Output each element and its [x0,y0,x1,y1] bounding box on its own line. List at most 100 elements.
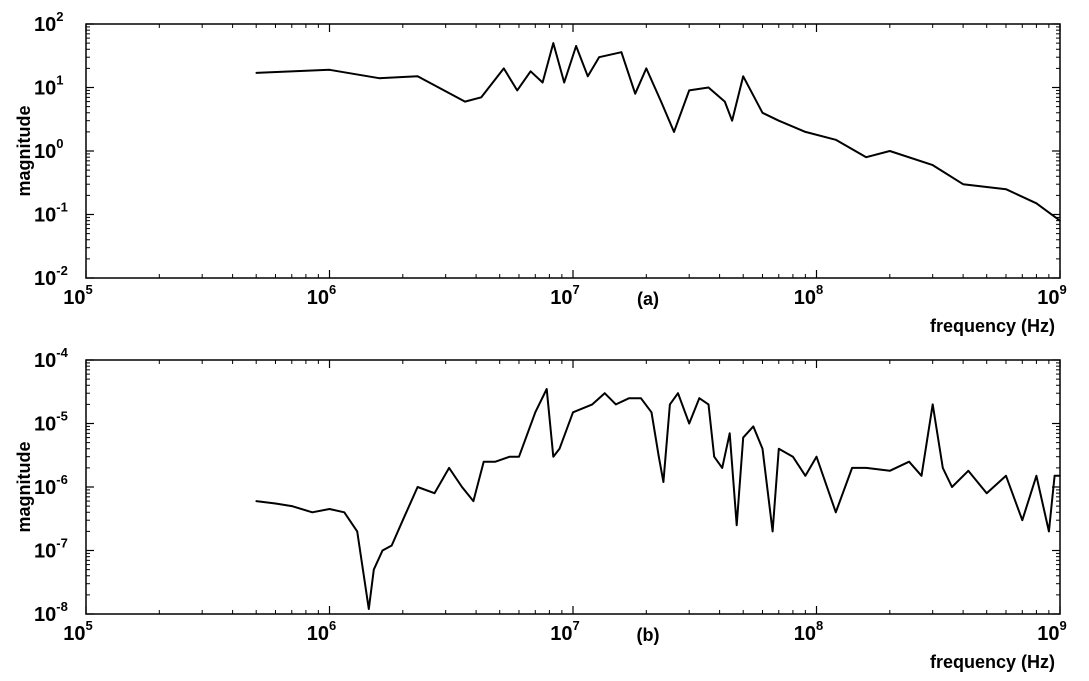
data-point [545,388,548,390]
data-point [735,524,738,526]
data-point [660,100,662,103]
x-tick-label: 106 [307,618,336,645]
x-tick-label: 105 [63,282,92,309]
data-point [255,72,257,74]
data-point [516,89,518,92]
data-point [464,100,466,103]
data-point [778,119,780,122]
chart-panel-b: 105 106 107 108 109 10-8 10-7 10-6 10-5 10-4 magni… [14,345,1067,672]
data-point [480,96,483,99]
data-point [390,544,393,547]
data-point [1035,475,1038,477]
data-point [1048,530,1050,533]
data-point [368,608,370,610]
panel-label: (a) [637,289,659,309]
series-line [256,388,1060,610]
data-point [509,455,511,458]
data-point [356,530,359,533]
data-point [967,470,970,472]
data-point [274,502,277,505]
data-point [920,475,923,477]
y-tick-label: 101 [34,73,63,100]
data-point [815,455,818,458]
data-point [698,397,701,400]
data-point [778,448,780,450]
data-point [416,75,419,78]
data-point [771,530,774,533]
data-point [1005,475,1007,477]
data-point [804,131,807,133]
data-point [558,448,561,450]
data-point [381,549,384,552]
data-point [575,45,577,47]
data-point [343,511,346,514]
data-point [742,75,744,78]
data-point [673,131,675,133]
y-tick-label: 10-8 [34,599,68,626]
data-point [1053,475,1056,477]
y-tick-label: 102 [34,9,63,36]
x-tick-label: 107 [550,282,579,309]
data-point [851,467,853,469]
data-point [889,470,891,472]
data-point [448,467,450,469]
y-tick-label: 10-2 [34,263,68,290]
data-point [628,397,630,400]
data-point [603,392,606,395]
x-axis-label: frequency (Hz) [930,316,1055,336]
data-point [552,455,555,458]
data-point [707,86,710,89]
y-axis-label: magnitude [14,105,34,196]
data-point [1005,188,1007,190]
data-point [587,75,589,78]
data-point [563,81,565,84]
x-tick-label: 107 [550,618,579,645]
data-point [677,392,679,395]
plot-frame [85,23,1061,279]
x-axis-label: frequency (Hz) [930,652,1055,672]
data-point [908,460,910,463]
data-point [416,486,419,488]
data-point [1021,519,1024,521]
data-point [645,67,648,70]
data-point [373,568,375,571]
panel-label: (b) [637,625,660,645]
data-point [724,100,726,103]
data-point [1059,219,1061,222]
data-point [518,455,520,458]
chart-panel-a: 105 106 107 108 109 10-2 10-1 100 101 102 magnitud… [14,9,1067,336]
data-point [962,183,964,185]
data-point [669,403,671,406]
x-tick-label: 108 [794,618,823,645]
data-point [650,411,653,414]
data-point [658,455,660,458]
data-point [255,500,257,502]
y-tick-label: 10-6 [34,472,68,499]
data-point [662,481,665,483]
data-point [835,139,837,141]
data-point [620,51,623,53]
data-point [591,403,594,406]
plot-frame [85,359,1061,615]
data-point [482,460,485,463]
data-point [572,411,574,414]
data-point [640,397,642,400]
data-point [378,77,381,79]
data-point [804,475,807,477]
y-tick-label: 10-1 [34,200,68,227]
data-point [291,505,293,507]
data-point [942,467,944,469]
data-point [889,150,891,152]
data-point [402,519,404,521]
data-point [328,508,331,510]
data-point [792,455,794,458]
data-point [615,403,617,406]
data-point [865,467,867,469]
series-line [256,42,1061,222]
y-tick-label: 100 [34,136,63,163]
data-point [742,436,744,439]
data-point [1035,202,1038,205]
data-point [328,69,331,71]
data-point [761,448,764,450]
